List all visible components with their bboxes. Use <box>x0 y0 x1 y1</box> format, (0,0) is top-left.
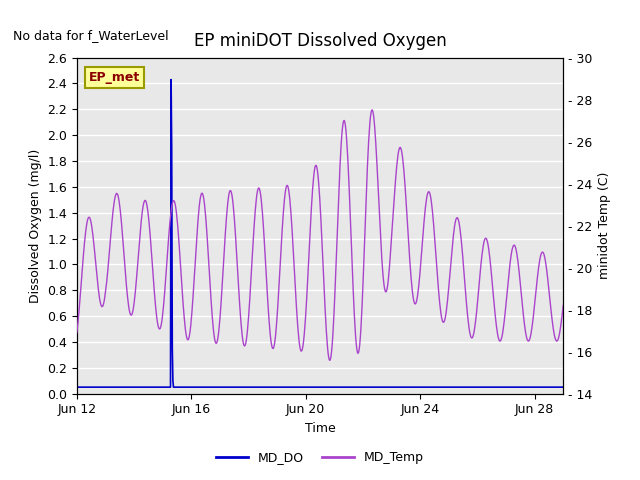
Title: EP miniDOT Dissolved Oxygen: EP miniDOT Dissolved Oxygen <box>194 33 446 50</box>
Y-axis label: Dissolved Oxygen (mg/l): Dissolved Oxygen (mg/l) <box>29 148 42 303</box>
Legend: MD_DO, MD_Temp: MD_DO, MD_Temp <box>211 446 429 469</box>
Text: EP_met: EP_met <box>89 71 140 84</box>
X-axis label: Time: Time <box>305 422 335 435</box>
Text: No data for f_WaterLevel: No data for f_WaterLevel <box>13 29 168 42</box>
Y-axis label: minidot Temp (C): minidot Temp (C) <box>598 172 611 279</box>
